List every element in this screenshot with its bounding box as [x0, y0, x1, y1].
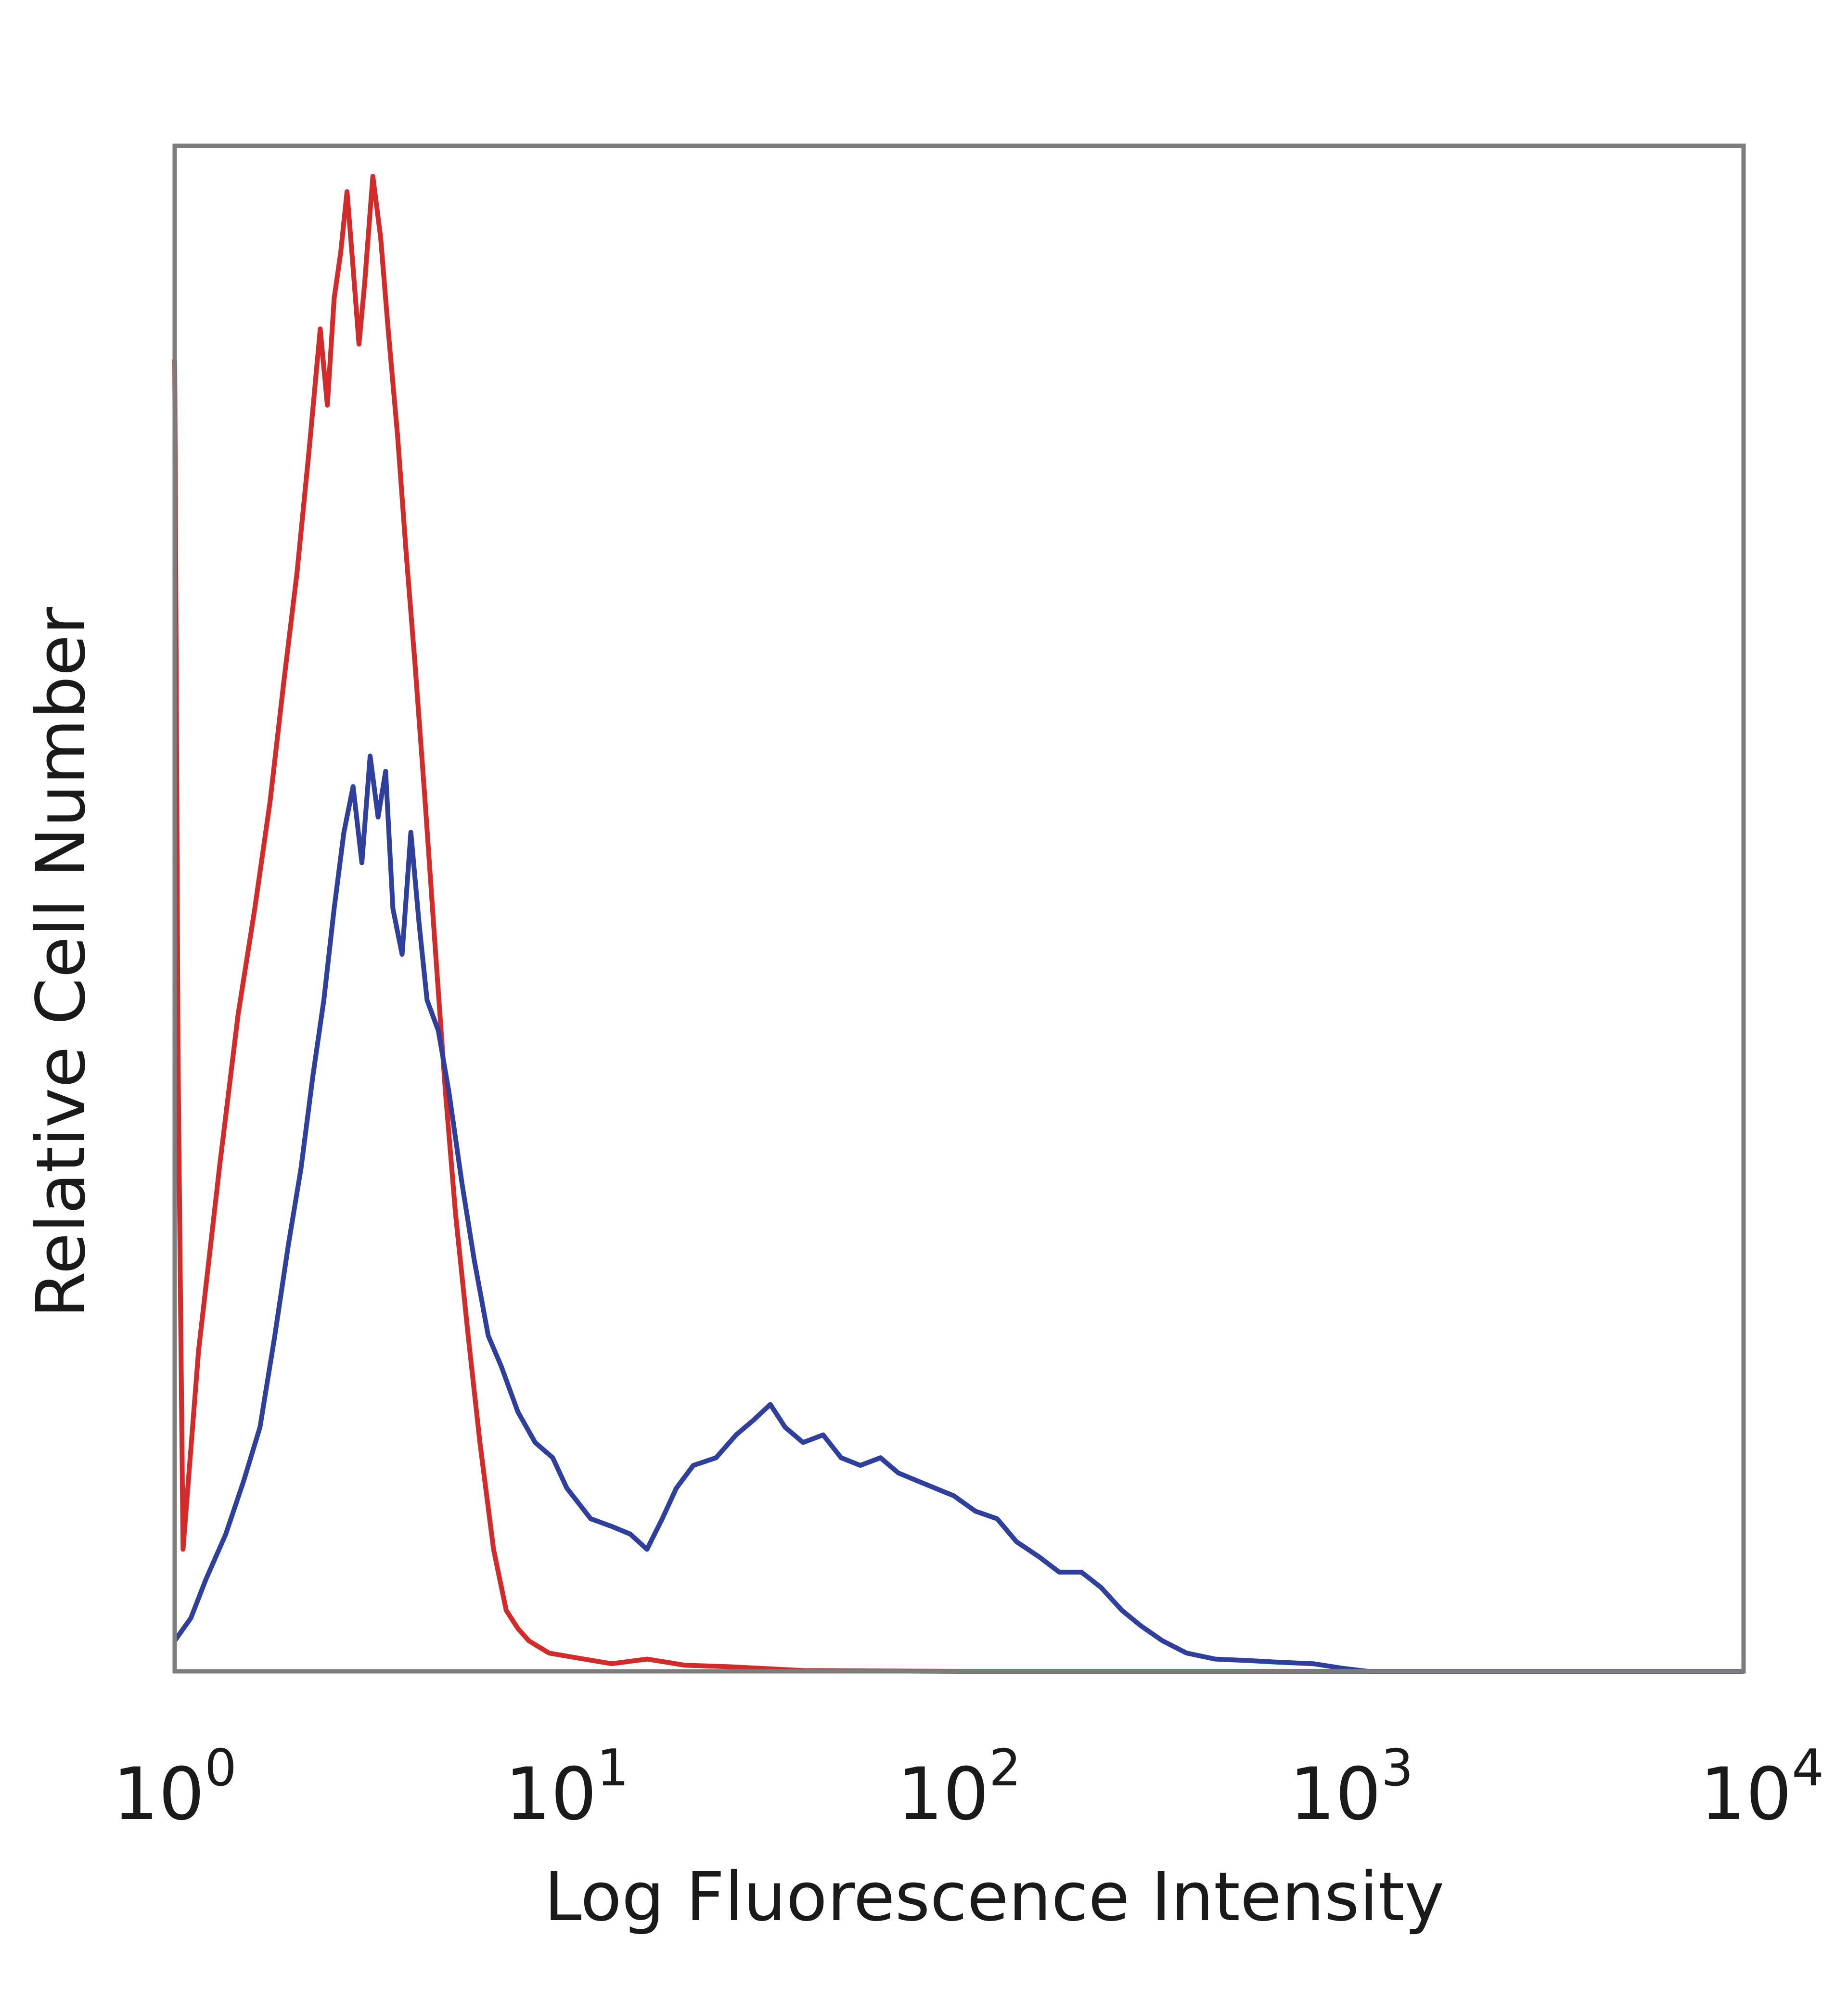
series-line-2	[172, 754, 1744, 1674]
x-tick-label: 104	[1700, 1739, 1824, 1836]
y-axis-title: Relative Cell Number	[22, 607, 101, 1318]
x-tick-label: 102	[897, 1739, 1021, 1836]
plot-frame	[172, 143, 1746, 1674]
x-axis-title: Log Fluorescence Intensity	[544, 1858, 1445, 1936]
x-tick-label: 100	[113, 1739, 237, 1836]
series-line-1	[172, 174, 1744, 1674]
x-tick-labels: 100 101 102 103 104	[113, 1739, 1824, 1836]
x-tick-label: 101	[505, 1739, 629, 1836]
series-layer	[172, 174, 1744, 1674]
x-tick-label: 103	[1289, 1739, 1413, 1836]
